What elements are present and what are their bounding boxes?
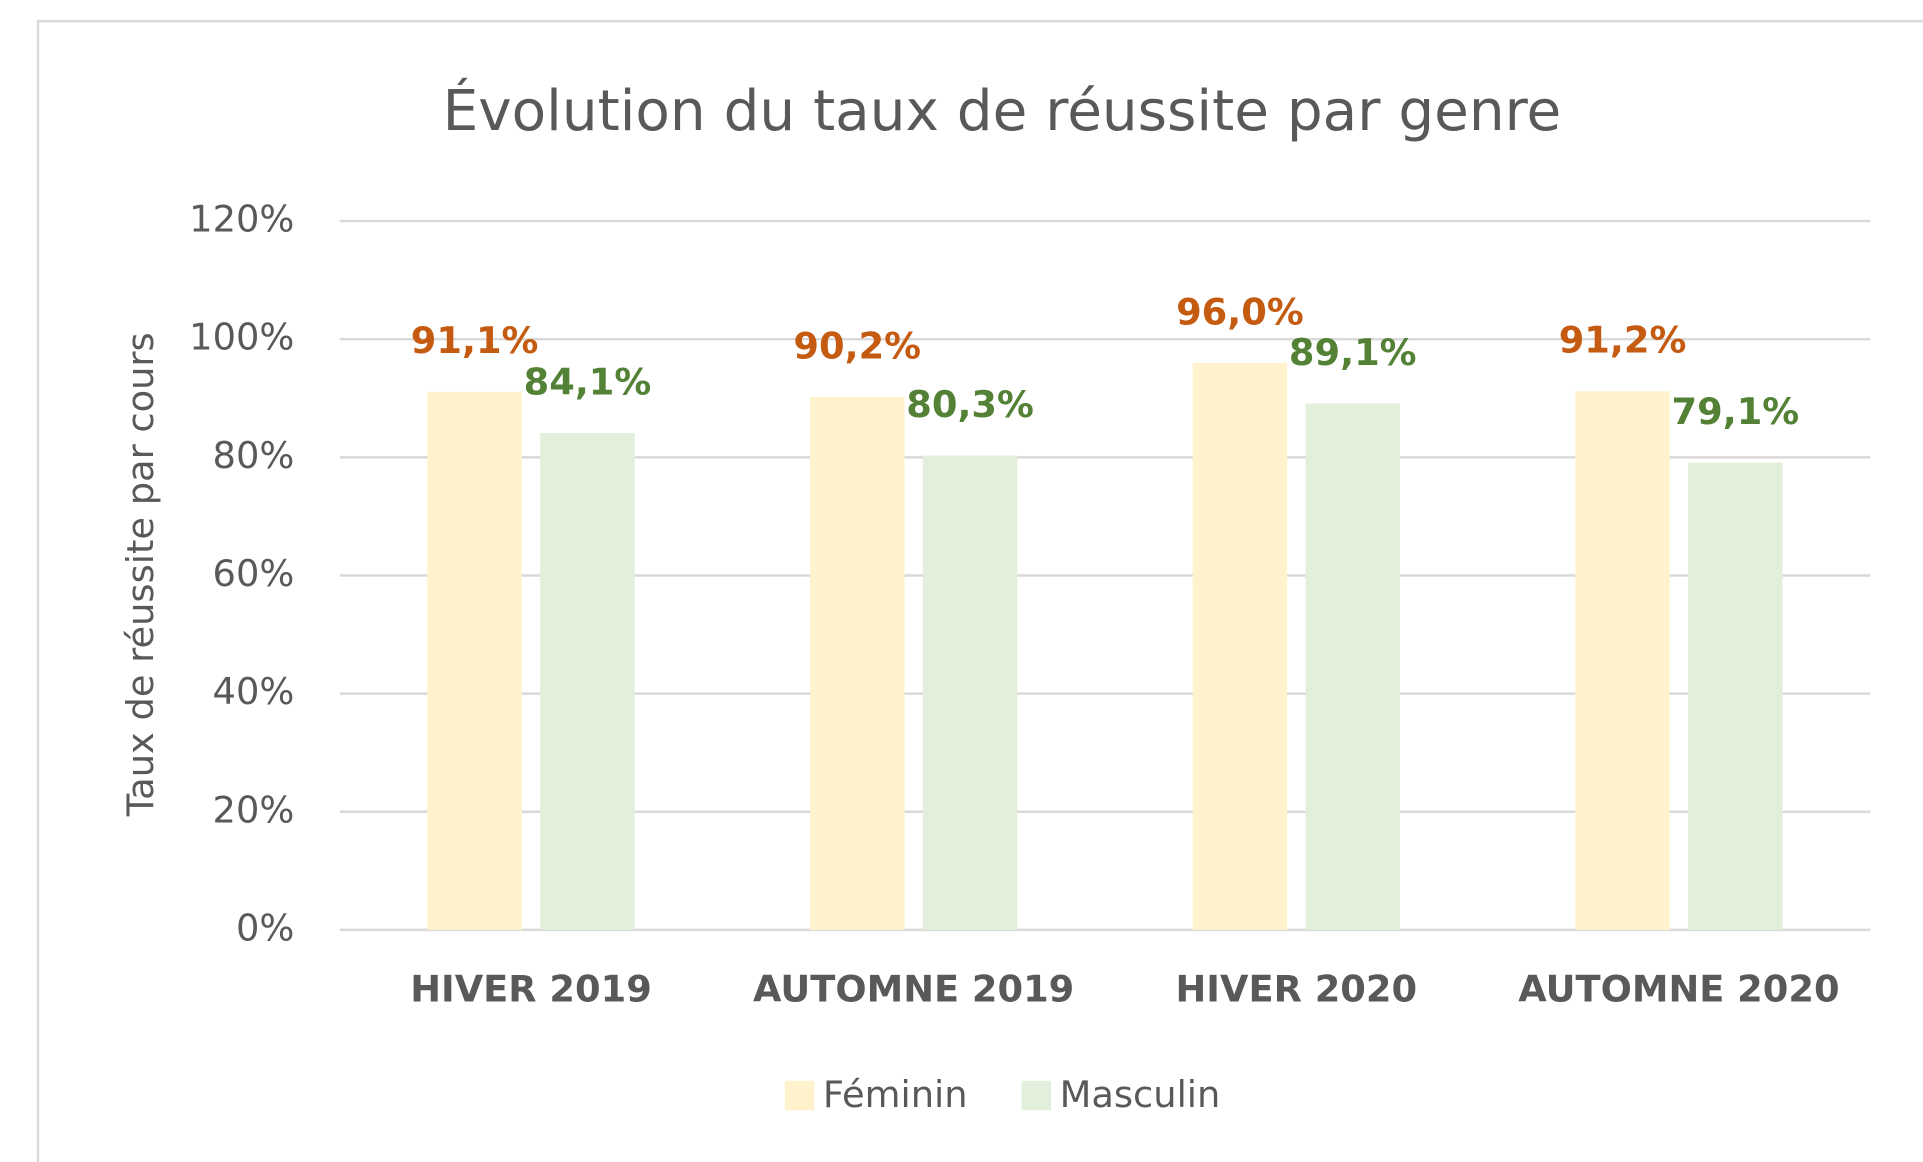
x-tick-label: HIVER 2020 (1176, 968, 1418, 1011)
data-label: 84,1% (524, 361, 652, 404)
bar (1575, 391, 1670, 930)
x-tick-label: HIVER 2019 (410, 968, 652, 1011)
bar (1192, 362, 1288, 930)
y-tick-label: 20% (213, 788, 295, 831)
x-tick-label: AUTOMNE 2019 (753, 968, 1074, 1011)
bar (810, 397, 905, 930)
data-label: 91,1% (411, 319, 539, 362)
data-label: 90,2% (793, 325, 921, 368)
y-tick-label: 0% (236, 906, 294, 949)
bar (1688, 462, 1783, 930)
data-label: 89,1% (1289, 331, 1417, 374)
bar (922, 455, 1018, 930)
y-tick-label: 60% (213, 552, 295, 595)
legend-label: Féminin (823, 1073, 968, 1116)
legend-swatch (784, 1080, 815, 1111)
bar (427, 391, 522, 930)
y-tick-label: 80% (213, 434, 295, 477)
chart-title: Évolution du taux de réussite par genre (443, 76, 1562, 144)
legend-swatch (1021, 1080, 1052, 1111)
x-tick-label: AUTOMNE 2020 (1518, 968, 1839, 1011)
data-label: 91,2% (1559, 319, 1687, 362)
y-axis-label: Taux de réussite par cours (119, 332, 162, 817)
data-label: 96,0% (1176, 290, 1304, 333)
y-tick-label: 100% (189, 316, 294, 359)
bar (540, 433, 635, 930)
y-tick-label: 120% (189, 198, 294, 241)
data-label: 80,3% (906, 383, 1034, 426)
y-tick-label: 40% (213, 670, 295, 713)
legend-label: Masculin (1060, 1073, 1221, 1116)
bar (1305, 403, 1400, 930)
data-label: 79,1% (1672, 390, 1800, 433)
